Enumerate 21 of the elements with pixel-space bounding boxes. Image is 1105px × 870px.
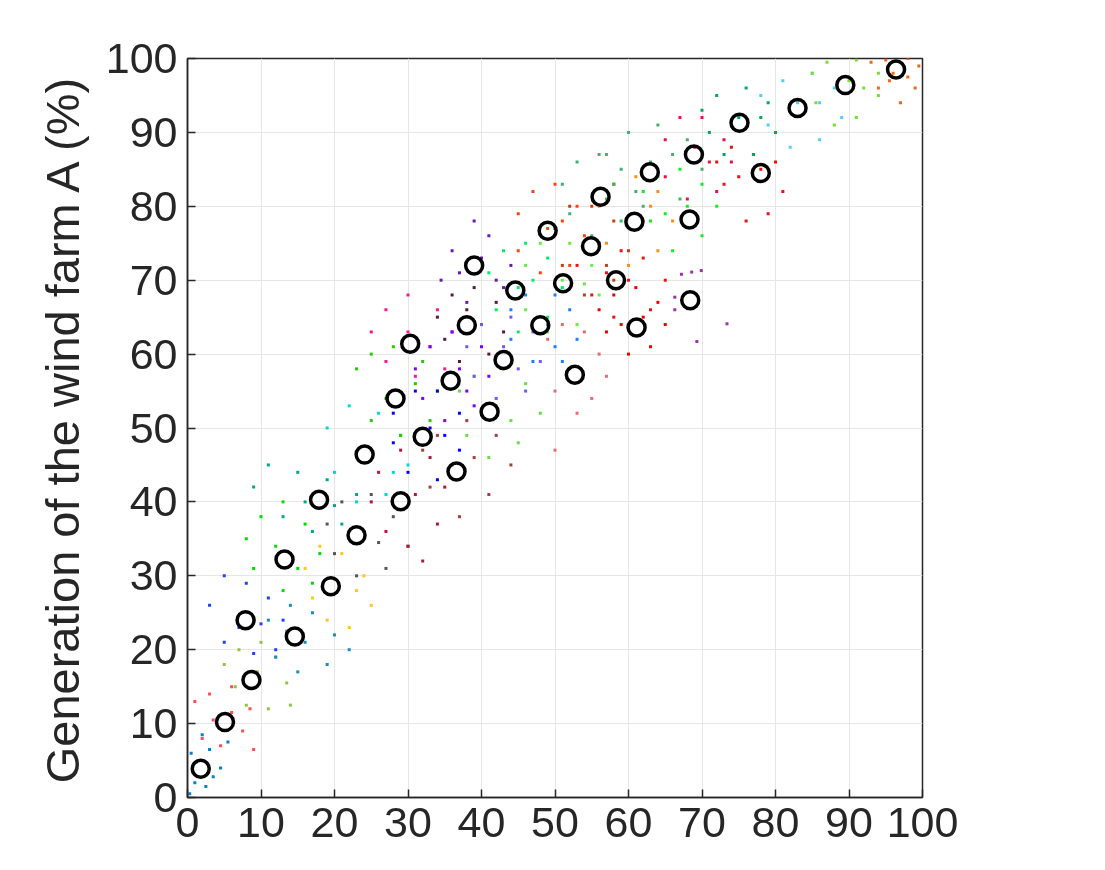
y-tick-label: 80	[129, 181, 178, 230]
x-tick-label: 30	[384, 797, 432, 846]
y-tick-label: 30	[129, 551, 178, 600]
x-tick-label: 60	[604, 797, 653, 846]
x-tick-label: 90	[825, 797, 873, 846]
x-tick-label: 50	[531, 797, 579, 846]
x-tick-label: 40	[457, 797, 506, 846]
y-tick-label: 20	[129, 625, 178, 674]
y-tick-label: 100	[105, 34, 178, 82]
x-tick-label: 10	[237, 797, 285, 846]
x-tick-label: 70	[678, 797, 726, 846]
x-tick-label: 20	[310, 797, 359, 846]
y-tick-label: 10	[129, 699, 178, 748]
y-tick-label: 90	[129, 107, 178, 156]
x-tick-label: 100	[886, 797, 959, 846]
y-tick-label: 50	[129, 403, 178, 452]
y-axis-title: Generation of the wind farm A (%)	[35, 77, 89, 784]
y-tick-label: 40	[129, 477, 178, 526]
y-tick-label: 70	[129, 255, 178, 304]
x-tick-label: 80	[751, 797, 800, 846]
y-tick-label: 60	[129, 329, 178, 378]
